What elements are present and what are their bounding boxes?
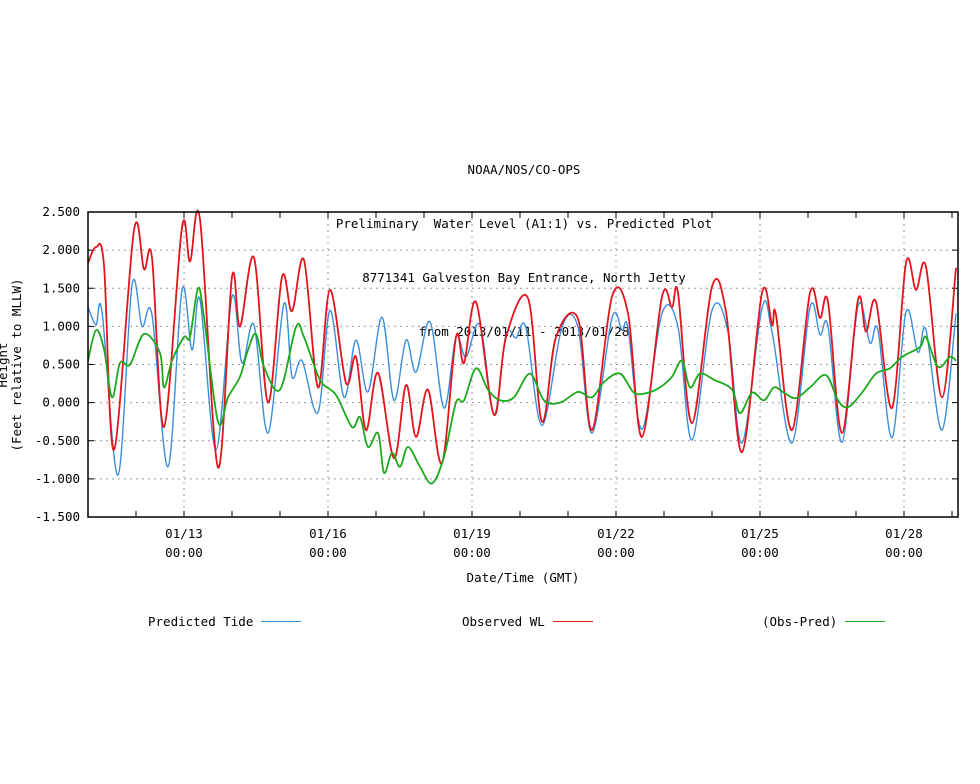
x-tick-date: 01/28 [885, 526, 923, 541]
x-tick-time: 00:00 [453, 545, 491, 560]
predicted-tide-line [87, 278, 957, 476]
y-tick-label: 1.500 [42, 280, 80, 295]
y-tick-label: -1.000 [35, 471, 80, 486]
legend-item-obs-pred: (Obs-Pred) [762, 614, 886, 629]
y-axis-label-line-1: Height [0, 342, 10, 387]
obs-pred-line [87, 286, 957, 485]
x-tick-date: 01/13 [165, 526, 203, 541]
title-line-2: Preliminary Water Level (A1:1) vs. Predi… [335, 216, 713, 231]
x-tick-time: 00:00 [309, 545, 347, 560]
x-tick-time: 00:00 [885, 545, 923, 560]
y-tick-label: 1.000 [42, 318, 80, 333]
grid [88, 212, 958, 517]
x-axis-label: Date/Time (GMT) [466, 570, 580, 585]
plot-frame [87, 211, 959, 518]
y-tick-label: 2.500 [42, 204, 80, 219]
series-lines [87, 209, 957, 485]
legend-swatch-red [552, 621, 593, 622]
y-tick-labels: 2.500 2.000 1.500 1.000 0.500 0.000 -0.500 -1.0… [35, 204, 80, 524]
legend-swatch-green [845, 621, 886, 622]
legend-swatch-blue [261, 621, 302, 622]
y-tick-label: 2.000 [42, 242, 80, 257]
x-tick-date: 01/19 [453, 526, 491, 541]
legend-label: (Obs-Pred) [762, 614, 838, 629]
title-line-1: NOAA/NOS/CO-OPS [467, 162, 581, 177]
legend-item-predicted-tide: Predicted Tide [148, 614, 302, 629]
x-tick-labels: 01/13 00:00 01/16 00:00 01/19 00:00 01/22 00:00… [165, 526, 923, 560]
y-tick-label: -0.500 [35, 433, 80, 448]
legend-item-observed-wl: Observed WL [462, 614, 593, 629]
observed-wl-line [87, 209, 957, 469]
x-tick-time: 00:00 [165, 545, 203, 560]
title-line-3: 8771341 Galveston Bay Entrance, North Je… [362, 270, 686, 285]
x-tick-time: 00:00 [741, 545, 779, 560]
legend-label: Observed WL [462, 614, 545, 629]
legend-label: Predicted Tide [148, 614, 254, 629]
x-tick-date: 01/22 [597, 526, 635, 541]
x-tick-time: 00:00 [597, 545, 635, 560]
x-tick-date: 01/25 [741, 526, 779, 541]
y-axis-label-line-2: (Feet relative to MLLW) [9, 278, 24, 451]
x-tick-date: 01/16 [309, 526, 347, 541]
y-tick-label: 0.500 [42, 357, 80, 372]
chart-title: NOAA/NOS/CO-OPS Preliminary Water Level … [0, 125, 980, 359]
y-tick-label: -1.500 [35, 509, 80, 524]
y-tick-label: 0.000 [42, 395, 80, 410]
